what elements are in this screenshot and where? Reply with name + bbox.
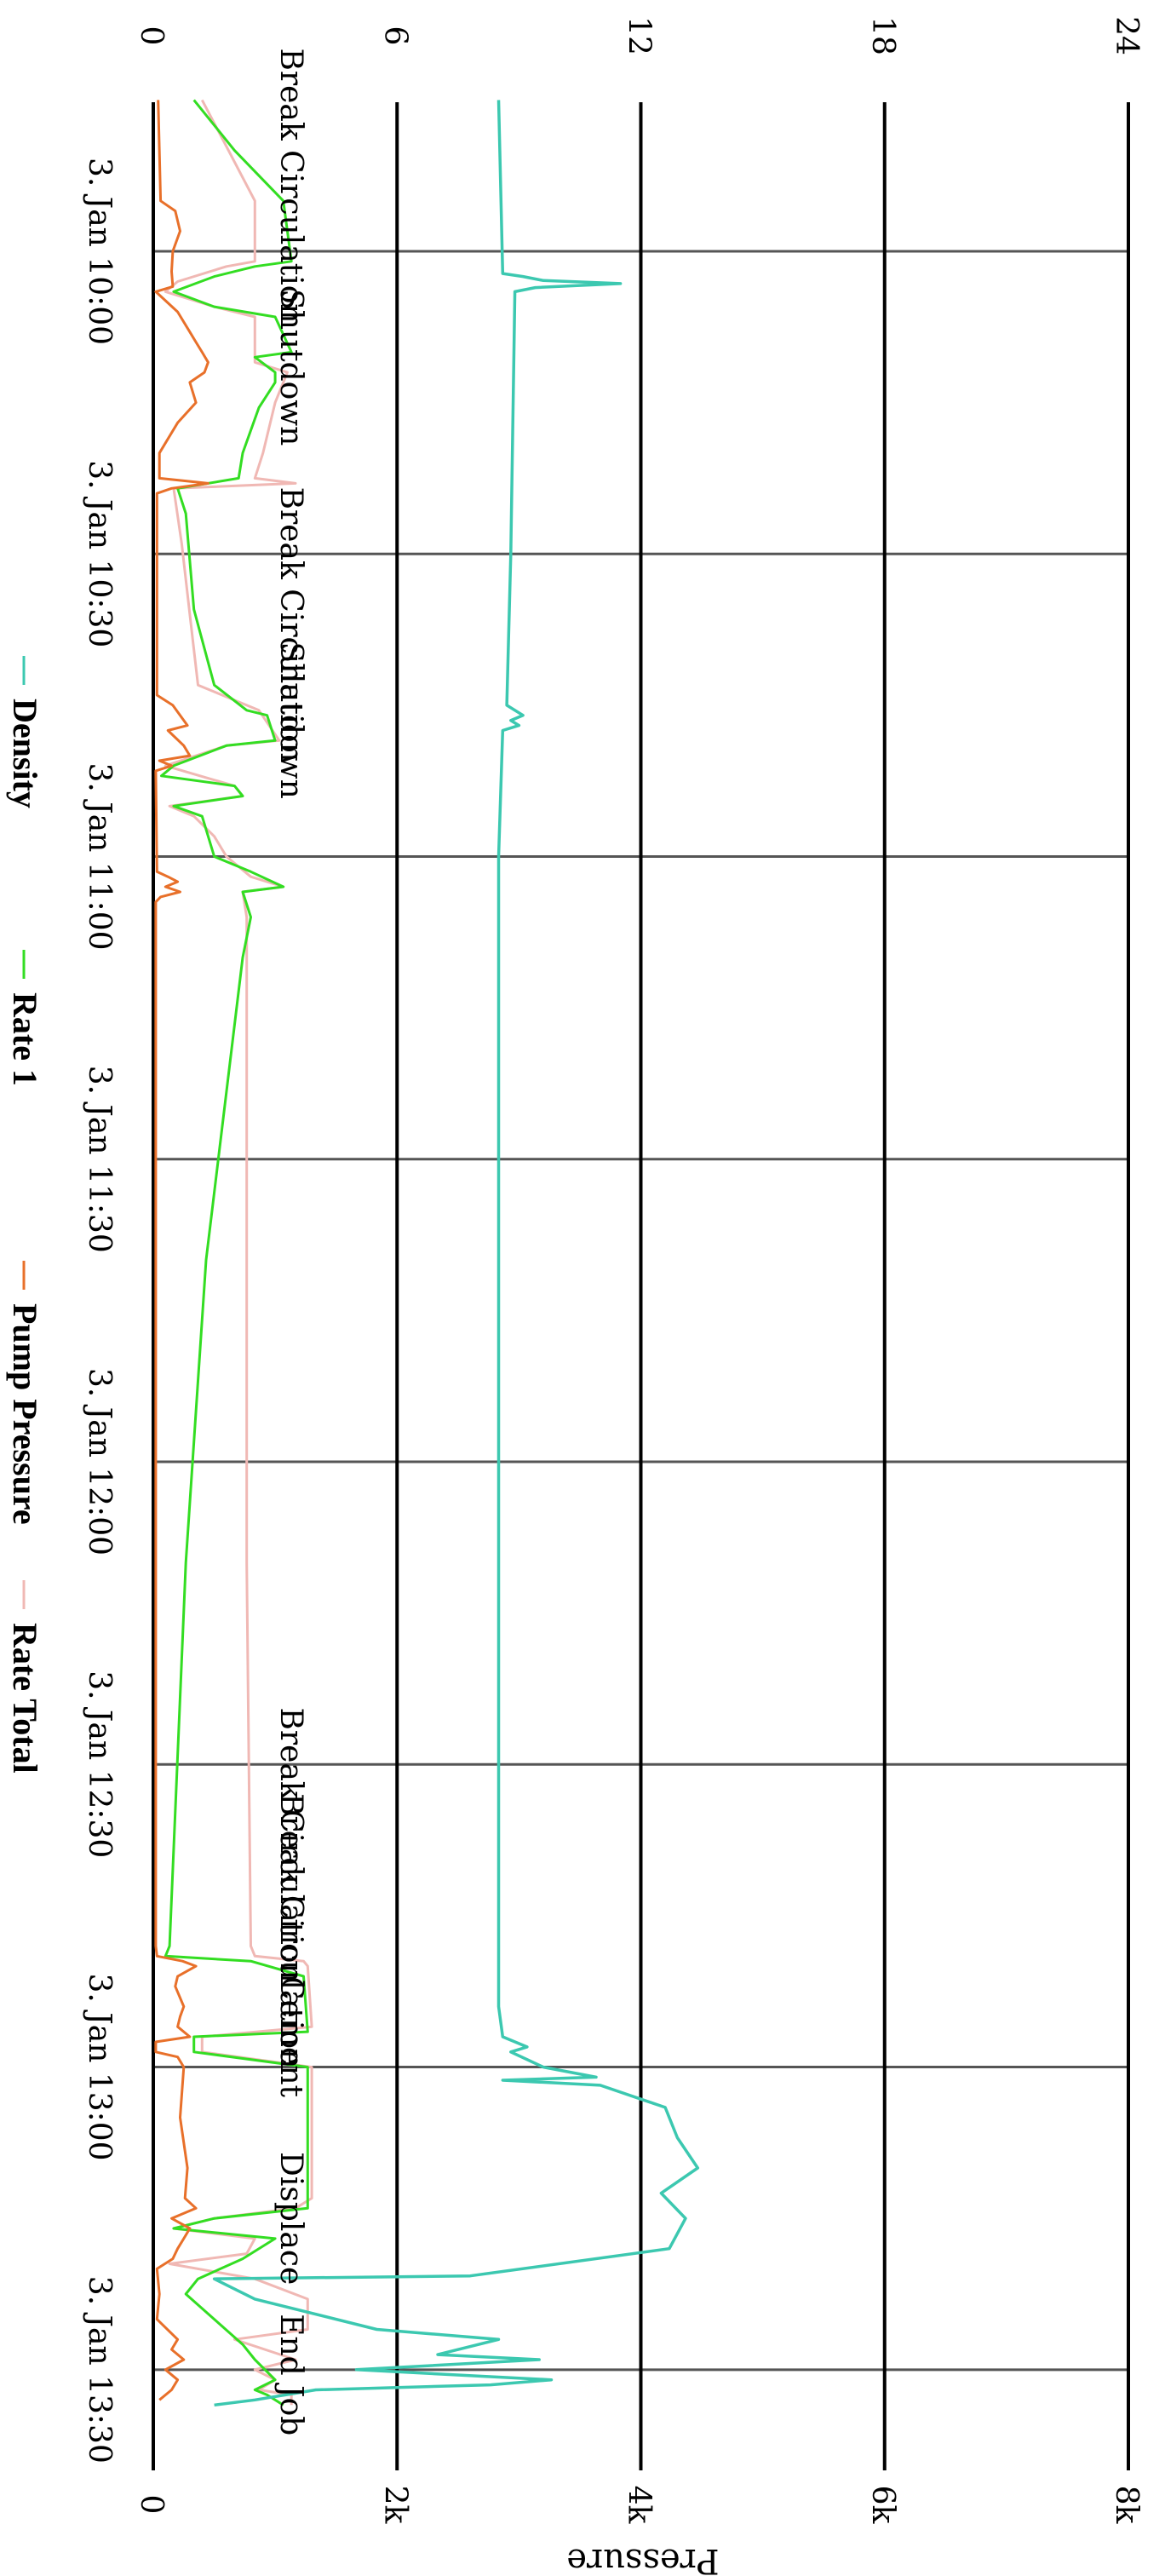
- value-tick-label: 6: [377, 26, 412, 46]
- left-value-tick-labels: 0 6 12 18 24: [134, 16, 1144, 55]
- time-tick-labels: 3. Jan 10:00 3. Jan 10:30 3. Jan 11:00 3. J…: [82, 158, 117, 2464]
- event-label: End Job: [273, 2314, 308, 2435]
- vertical-gridlines: [152, 102, 1130, 2470]
- time-tick-label: 3. Jan 12:00: [82, 1368, 117, 1555]
- event-label: Cement: [273, 1976, 308, 2097]
- series-line-pump-pressure: [154, 100, 209, 2401]
- event-label: Break Circulation: [273, 48, 308, 323]
- series-line-density: [212, 100, 700, 2407]
- event-label: Displace: [273, 2152, 308, 2285]
- pressure-tick-label: 4k: [622, 2486, 657, 2525]
- time-tick-label: 3. Jan 13:00: [82, 1974, 117, 2161]
- event-label: Shutdown: [273, 642, 308, 799]
- time-tick-label: 3. Jan 11:30: [82, 1066, 117, 1253]
- value-tick-label: 12: [622, 16, 657, 55]
- time-tick-label: 3. Jan 10:30: [82, 460, 117, 647]
- legend-label: Density: [6, 699, 44, 808]
- event-label: Break Circulation: [273, 1707, 308, 1982]
- value-tick-label: 0: [134, 26, 169, 46]
- pressure-tick-label: 6k: [865, 2486, 900, 2525]
- time-tick-label: 3. Jan 12:30: [82, 1670, 117, 1858]
- pressure-tick-label: 8k: [1109, 2486, 1144, 2525]
- pressure-axis-title: Pressure: [566, 2541, 719, 2576]
- event-label: Shutdown: [273, 289, 308, 446]
- event-label: Break Circulation: [273, 487, 308, 762]
- pressure-tick-labels: 0 2k 4k 6k 8k: [134, 2486, 1144, 2525]
- series-lines: [154, 99, 700, 2407]
- legend: Density Rate 1 Pump Pressure Rate Total: [6, 656, 44, 1774]
- legend-label: Rate 1: [6, 992, 44, 1086]
- value-tick-label: 24: [1109, 16, 1144, 55]
- series-line-rate-total: [164, 99, 313, 2406]
- time-tick-label: 3. Jan 10:00: [82, 158, 117, 345]
- series-line-rate-1: [160, 99, 309, 2406]
- pressure-tick-label: 0: [134, 2495, 169, 2515]
- legend-label: Pump Pressure: [6, 1303, 44, 1525]
- time-tick-label: 3. Jan 11:00: [82, 762, 117, 950]
- event-label: Break Circulation: [273, 1793, 308, 2068]
- pressure-tick-label: 2k: [377, 2486, 412, 2525]
- value-tick-label: 18: [865, 16, 900, 55]
- time-tick-label: 3. Jan 13:30: [82, 2276, 117, 2464]
- legend-label: Rate Total: [6, 1623, 44, 1774]
